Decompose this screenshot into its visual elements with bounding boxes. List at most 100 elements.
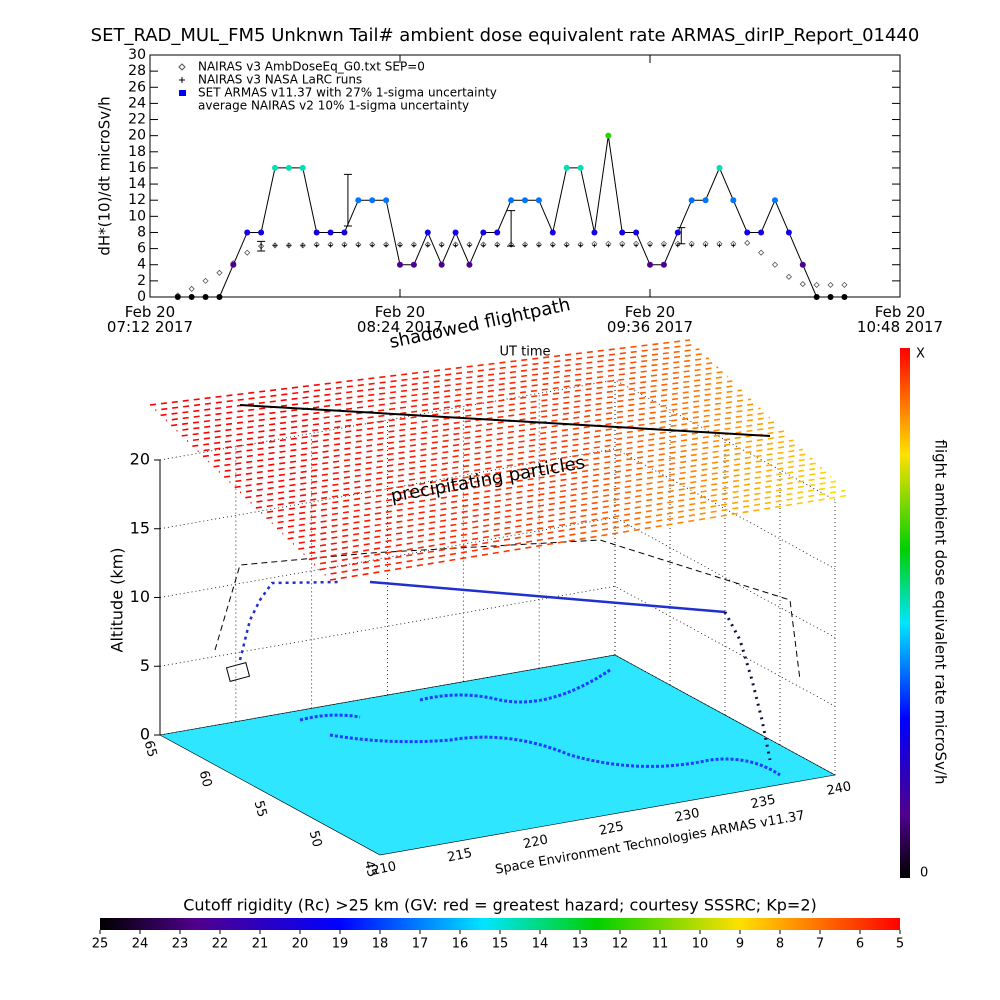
x-tick-label: Feb 20 08:24 2017 (356, 303, 444, 336)
error-bar (343, 173, 352, 227)
colorbar-tick-label: 21 (252, 937, 269, 952)
legend-marker (178, 63, 186, 71)
particle-row (255, 430, 785, 509)
y-tick-label: 22 (128, 112, 146, 128)
colorbar-tick-label: 6 (856, 937, 864, 952)
error-bar (257, 240, 266, 252)
colorbar-tick-label: 13 (572, 937, 589, 952)
particle-row (155, 343, 695, 411)
colorbar-tick-label: 5 (896, 937, 904, 952)
legend-label: NAIRAS v3 NASA LaRC runs (198, 73, 362, 87)
data-point (827, 281, 834, 288)
particle-row (271, 444, 799, 525)
particle-row (292, 462, 818, 545)
data-point (578, 243, 583, 248)
y-tick-label: 2 (137, 273, 146, 289)
particle-row (149, 339, 691, 406)
data-point (188, 285, 195, 292)
flight-path (369, 580, 726, 614)
y-tick-label: 18 (128, 144, 146, 160)
data-point (369, 197, 376, 204)
data-point (384, 243, 389, 248)
cutoff-colorbar (100, 918, 900, 930)
y-tick-label: 0 (137, 289, 146, 305)
data-point (799, 261, 806, 268)
legend-label: average NAIRAS v2 10% 1-sigma uncertaint… (198, 99, 469, 113)
colorbar-tick-label: 12 (612, 937, 629, 952)
shadow-path (214, 539, 801, 681)
y-tick-label: 4 (137, 257, 146, 273)
data-point (619, 229, 626, 236)
y-tick-label: 55 (251, 799, 270, 819)
colorbar-tick-label: 10 (692, 937, 709, 952)
legend-marker (179, 77, 185, 83)
data-point (592, 243, 597, 248)
annotation: precipitating particles (389, 452, 586, 507)
data-point (689, 243, 694, 248)
z-tick-label: 0 (140, 725, 150, 744)
data-point (634, 243, 639, 248)
data-point (813, 294, 820, 300)
data-point (744, 229, 751, 236)
particle-row (224, 403, 756, 478)
y-tick-label: 24 (128, 95, 146, 111)
y-tick-label: 10 (128, 208, 146, 224)
particle-row (186, 371, 724, 442)
z-tick-label: 20 (130, 450, 150, 469)
colorbar-label: flight ambient dose equivalent rate micr… (932, 440, 950, 785)
y-tick-label: 65 (141, 739, 160, 759)
particle-row (266, 439, 794, 520)
y-tick-label: 30 (128, 47, 146, 63)
data-point (438, 261, 445, 268)
particle-row (192, 375, 728, 447)
y-tick-label: 14 (128, 176, 146, 192)
data-point (606, 243, 611, 248)
data-point (285, 164, 292, 171)
data-point (342, 243, 347, 248)
x-tick-label: 240 (825, 779, 852, 799)
particle-row (181, 366, 719, 437)
colorbar-tick-label: 20 (292, 937, 309, 952)
particle-row (276, 448, 804, 530)
data-point (744, 239, 751, 247)
colorbar-tick-label: 19 (332, 937, 349, 952)
colorbar-tick-label: 25 (92, 937, 109, 952)
dose-colorbar (900, 348, 910, 878)
colorbar-tick-label: 24 (132, 937, 149, 952)
data-point (495, 243, 500, 248)
x-tick-label: Feb 20 07:12 2017 (106, 303, 194, 336)
colorbar-tick-label: 23 (172, 937, 189, 952)
colorbar-tick-label: 18 (372, 937, 389, 952)
flight-path (238, 580, 341, 661)
data-point (300, 243, 305, 248)
legend-label: NAIRAS v3 AmbDoseEq_G0.txt SEP=0 (198, 60, 425, 74)
data-point (202, 294, 209, 300)
z-tick-label: 5 (140, 656, 150, 675)
particle-row (208, 389, 742, 463)
data-point (328, 243, 333, 248)
colorbar-end-label: X (916, 347, 925, 362)
data-point (731, 243, 736, 248)
coastline (299, 668, 781, 777)
data-point (758, 229, 765, 236)
x-tick-label: 210 (370, 859, 397, 879)
error-bar (677, 227, 686, 245)
data-point (633, 229, 640, 236)
particle-row (165, 352, 705, 422)
particle-row (160, 348, 700, 417)
chart-title: SET_RAD_MUL_FM5 Unknwn Tail# ambient dos… (91, 25, 920, 46)
data-point (785, 273, 792, 280)
particle-row (261, 434, 789, 514)
x-tick-label: 225 (598, 819, 625, 839)
y-tick-label: 20 (128, 128, 146, 144)
data-point (439, 243, 444, 248)
data-point (272, 164, 278, 171)
data-point (660, 261, 667, 268)
colorbar-tick-label: 16 (452, 937, 469, 952)
data-point (771, 261, 779, 268)
z-axis-label: Altitude (km) (108, 548, 127, 653)
data-point (716, 164, 723, 171)
data-point (536, 243, 541, 248)
data-point (577, 164, 584, 171)
